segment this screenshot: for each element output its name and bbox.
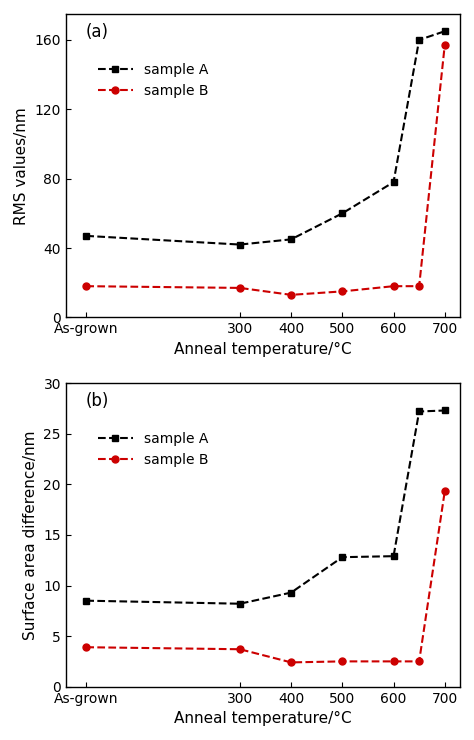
- sample B: [83, 643, 89, 652]
- Y-axis label: Surface area difference/nm: Surface area difference/nm: [23, 430, 38, 639]
- sample A: [83, 596, 89, 605]
- sample A: [442, 406, 447, 415]
- sample A: [237, 240, 243, 249]
- sample A: [416, 407, 422, 416]
- sample B: [416, 282, 422, 291]
- sample B: [83, 282, 89, 291]
- X-axis label: Anneal temperature/°C: Anneal temperature/°C: [174, 342, 352, 357]
- Text: (b): (b): [85, 392, 109, 410]
- sample B: [416, 657, 422, 666]
- sample A: [391, 178, 396, 186]
- X-axis label: Anneal temperature/°C: Anneal temperature/°C: [174, 711, 352, 726]
- Legend: sample A, sample B: sample A, sample B: [92, 57, 214, 104]
- Line: sample B: sample B: [83, 488, 448, 666]
- sample B: [391, 282, 396, 291]
- sample A: [83, 232, 89, 240]
- sample A: [339, 553, 345, 562]
- Line: sample B: sample B: [83, 41, 448, 298]
- sample A: [442, 27, 447, 36]
- sample A: [416, 36, 422, 44]
- sample B: [391, 657, 396, 666]
- sample A: [391, 552, 396, 561]
- sample B: [237, 283, 243, 292]
- sample B: [237, 645, 243, 653]
- Y-axis label: RMS values/nm: RMS values/nm: [14, 107, 29, 224]
- sample B: [288, 658, 294, 667]
- sample A: [339, 209, 345, 218]
- sample A: [288, 235, 294, 243]
- sample A: [288, 588, 294, 597]
- sample B: [442, 41, 447, 50]
- sample A: [237, 599, 243, 608]
- sample B: [288, 290, 294, 299]
- Text: (a): (a): [85, 23, 109, 41]
- sample B: [339, 287, 345, 296]
- Legend: sample A, sample B: sample A, sample B: [92, 426, 214, 473]
- sample B: [339, 657, 345, 666]
- Line: sample A: sample A: [83, 28, 448, 248]
- Line: sample A: sample A: [83, 407, 448, 608]
- sample B: [442, 487, 447, 496]
